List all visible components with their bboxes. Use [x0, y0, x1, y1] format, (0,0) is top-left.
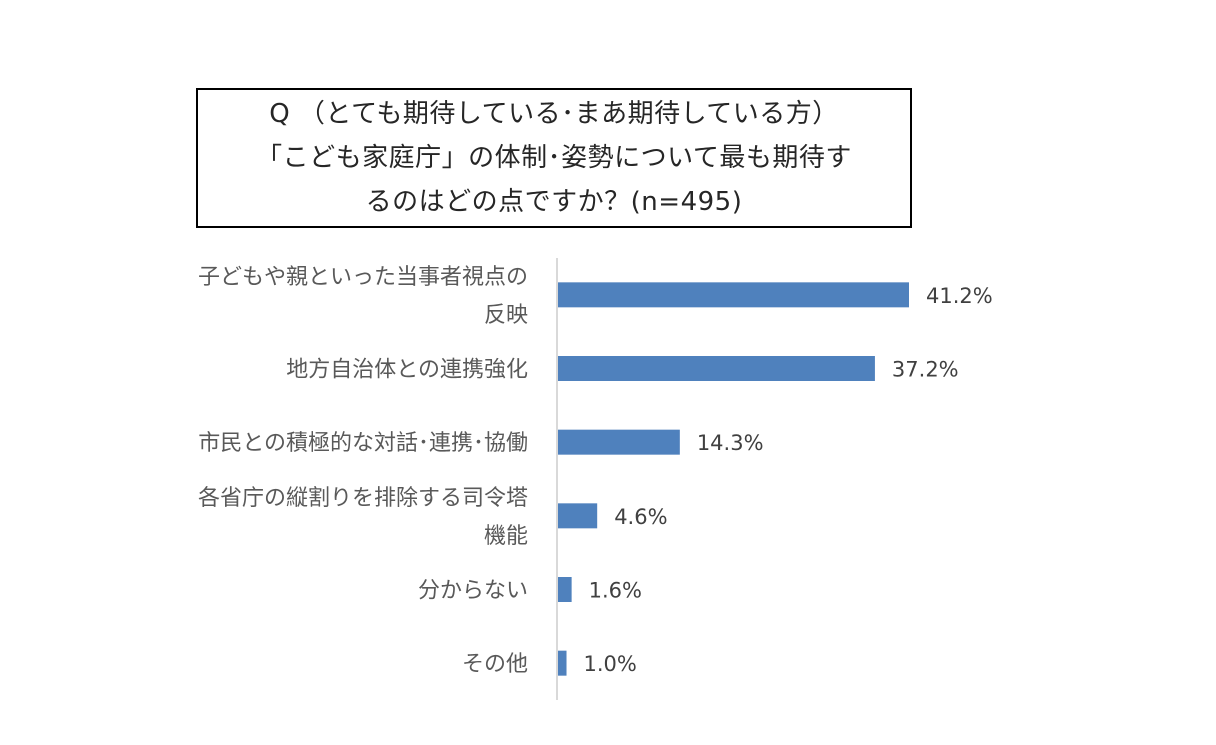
data-label-1: 37.2% [892, 358, 959, 382]
category-label-2-line-0: 市民との積極的な対話･連携･協働 [198, 431, 528, 456]
bar-3 [558, 503, 598, 529]
category-label-1-line-0: 地方自治体との連携強化 [286, 358, 528, 383]
data-label-5: 1.0% [584, 652, 637, 676]
bar-5 [558, 650, 567, 676]
category-label-4-line-0: 分からない [418, 579, 528, 604]
bar-0 [558, 282, 909, 308]
bar-2 [558, 429, 680, 455]
category-label-3-line-1: 機能 [484, 524, 528, 549]
data-label-0: 41.2% [926, 284, 993, 308]
chart-title-line-1: Q （とても期待している･まあ期待している方） [269, 99, 839, 129]
category-label-0-line-1: 反映 [484, 303, 528, 328]
category-label-0-line-0: 子どもや親といった当事者視点の [198, 265, 528, 290]
bar-1 [558, 356, 875, 381]
data-label-3: 4.6% [614, 505, 667, 529]
data-label-2: 14.3% [697, 431, 764, 455]
bar-4 [558, 577, 572, 602]
category-label-5-line-0: その他 [462, 652, 528, 677]
chart-title-line-2: 「こども家庭庁」の体制･姿勢について最も期待す [256, 143, 852, 173]
chart-title-line-3: るのはどの点ですか？(n=495) [365, 187, 743, 217]
data-label-4: 1.6% [589, 579, 642, 603]
category-label-3-line-0: 各省庁の縦割りを排除する司令塔 [198, 486, 528, 511]
chart-title-box: Q （とても期待している･まあ期待している方） 「こども家庭庁」の体制･姿勢につ… [196, 88, 912, 228]
